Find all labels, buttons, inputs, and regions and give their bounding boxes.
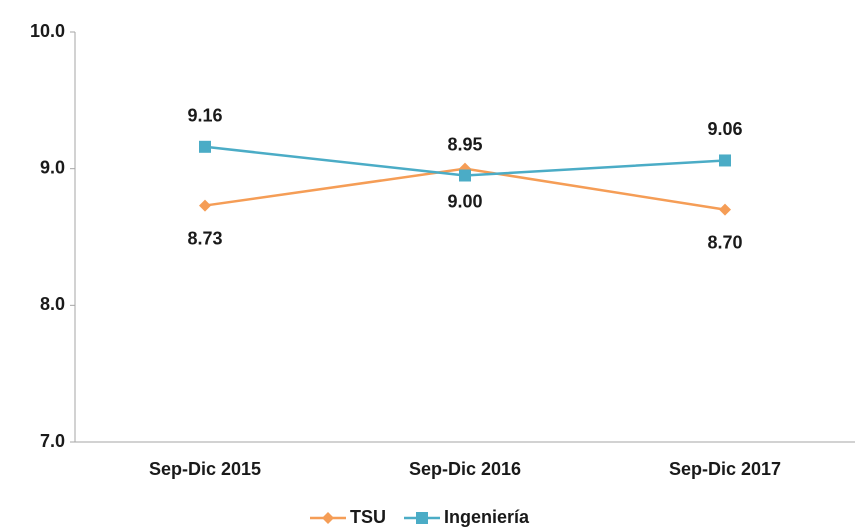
x-tick-label: Sep-Dic 2015 xyxy=(149,459,261,479)
x-tick-label: Sep-Dic 2017 xyxy=(669,459,781,479)
data-label: 9.00 xyxy=(447,191,482,211)
y-tick-label: 10.0 xyxy=(30,21,65,41)
y-tick-label: 9.0 xyxy=(40,157,65,177)
legend-label: TSU xyxy=(350,507,386,527)
point-marker xyxy=(719,154,731,167)
data-label: 9.16 xyxy=(187,106,222,126)
legend-marker xyxy=(322,512,334,524)
point-marker xyxy=(199,199,211,212)
data-label: 9.06 xyxy=(707,119,742,139)
data-label: 8.95 xyxy=(447,134,482,154)
legend-marker xyxy=(416,512,428,524)
y-tick-label: 7.0 xyxy=(40,431,65,451)
point-marker xyxy=(719,203,731,216)
point-marker xyxy=(199,140,211,153)
x-tick-label: Sep-Dic 2016 xyxy=(409,459,521,479)
data-label: 8.70 xyxy=(707,232,742,252)
point-marker xyxy=(459,169,471,182)
legend-label: Ingeniería xyxy=(444,507,530,527)
data-label: 8.73 xyxy=(187,228,222,248)
y-tick-label: 8.0 xyxy=(40,294,65,314)
